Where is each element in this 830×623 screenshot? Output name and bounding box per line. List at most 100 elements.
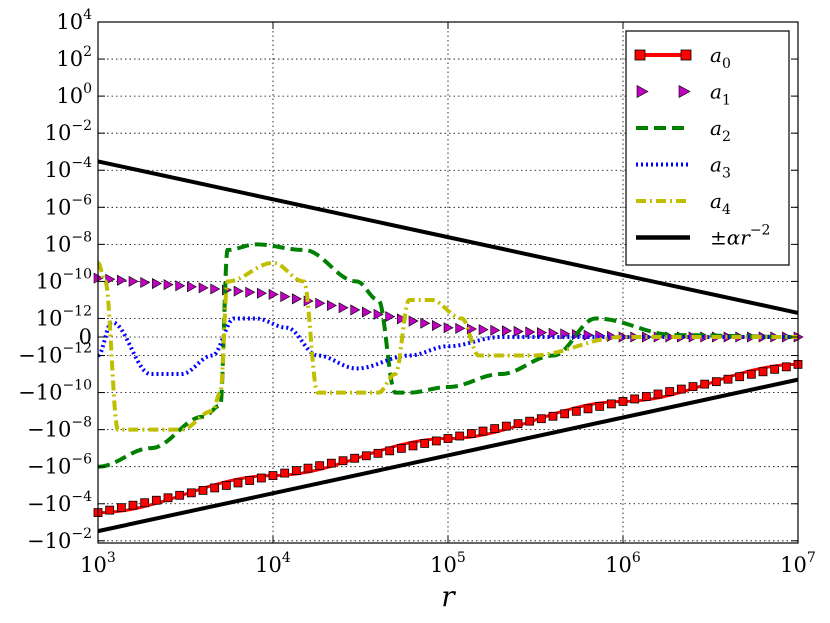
legend-a0-marker (634, 49, 646, 61)
series-a2-line (97, 242, 799, 469)
series-a0-marker (490, 424, 500, 434)
series-a0-marker (676, 384, 686, 394)
y-tick-label: 10−12 (36, 303, 92, 330)
series-a1-marker (257, 287, 267, 299)
series-a1-marker (537, 327, 547, 339)
series-a0-marker (630, 394, 640, 404)
series-a1-marker (245, 286, 256, 298)
y-tick-label: 10−4 (45, 155, 92, 182)
series-a1-marker (233, 285, 244, 297)
x-axis-label: r (441, 580, 456, 613)
series-a0-marker (571, 406, 581, 416)
series-a0-marker (303, 463, 313, 473)
legend-a1-label: a1 (710, 80, 731, 109)
series-a1-marker (420, 317, 431, 329)
series-a0-marker (408, 441, 418, 451)
y-tick-label: 10−8 (45, 229, 92, 256)
y-tick-label: 104 (56, 7, 92, 34)
y-tick-label: −10−6 (27, 452, 92, 479)
series-a0-marker (268, 471, 278, 480)
series-a0-marker (280, 468, 290, 478)
series-a1-marker (350, 304, 361, 316)
series-a1-marker (362, 306, 372, 318)
series-a0-marker (140, 498, 150, 508)
series-a1-marker (513, 325, 524, 337)
series-a0-marker (606, 399, 616, 409)
series-a1-marker (397, 313, 407, 325)
series-a0-marker (151, 495, 161, 505)
series-a0-marker (746, 369, 756, 379)
series-a0-marker (350, 453, 360, 463)
series-a0-marker (221, 481, 231, 490)
series-a0-marker (443, 434, 453, 443)
series-a0-marker (420, 439, 430, 448)
series-a0-marker (233, 478, 243, 488)
series-a1-marker (105, 273, 116, 285)
series-a0-marker (361, 451, 371, 461)
series-a1-marker (152, 278, 162, 290)
series-a0-marker (711, 377, 721, 387)
series-a1-marker (140, 276, 151, 288)
series-a0-marker (641, 392, 651, 401)
series-a0-marker (105, 505, 115, 515)
x-tick-label: 106 (605, 550, 641, 577)
series-a0-marker (175, 490, 185, 500)
series-a0-marker (466, 429, 476, 438)
y-tick-label: −10−2 (27, 526, 92, 553)
series-a0-marker (653, 389, 663, 399)
series-a0-marker (373, 448, 383, 458)
legend-box (625, 30, 790, 266)
series-a0-marker (455, 431, 465, 441)
series-a0-marker (291, 466, 301, 476)
series-a0-marker (513, 419, 523, 429)
series-a1-marker (315, 297, 326, 309)
legend-a1-marker (636, 84, 649, 99)
series-a0-marker (583, 404, 593, 414)
y-tick-label: 0 (79, 325, 92, 349)
series-a1-marker (443, 322, 454, 334)
legend-a4-label: a4 (710, 189, 731, 218)
series-a0-marker (700, 379, 710, 389)
series-alpha-lower-line (97, 377, 799, 534)
series-a0-marker (595, 401, 605, 411)
series-a0-marker (315, 461, 325, 471)
series-a0-marker (116, 503, 126, 513)
series-a4-line (97, 260, 798, 432)
series-a1-marker (117, 274, 127, 286)
series-a0-marker (431, 436, 441, 446)
series-a0-marker (735, 372, 745, 382)
y-tick-label: 10−10 (36, 266, 92, 293)
y-tick-label: −10−4 (27, 489, 92, 516)
series-a1-marker (455, 322, 466, 334)
series-a1-marker (128, 275, 139, 287)
series-a0-marker (186, 488, 196, 498)
legend-a2-label: a2 (710, 116, 731, 145)
series-a1-marker (385, 311, 396, 323)
series-a0-marker (210, 483, 220, 493)
series-a0-marker (396, 443, 406, 453)
series-a0-marker (723, 374, 733, 384)
series-a0-marker (501, 421, 511, 431)
series-a0-marker (326, 458, 336, 468)
legend-a3-label: a3 (710, 153, 731, 182)
series-a1-marker (478, 324, 489, 336)
series-a0-marker (198, 485, 208, 495)
series-a1-marker (327, 299, 337, 311)
series-a0-marker (560, 409, 570, 419)
series-alpha-upper-line (97, 159, 799, 315)
series-a1-marker (408, 315, 419, 327)
x-tick-label: 103 (80, 550, 116, 577)
series-a1-marker (490, 324, 501, 336)
series-a0-marker (128, 500, 138, 510)
series-a1-marker (338, 302, 349, 314)
series-a1-marker (210, 283, 221, 295)
series-a0-marker (525, 416, 535, 426)
y-tick-label: −10−8 (27, 415, 92, 442)
series-a0-marker (665, 387, 675, 396)
x-tick-label: 104 (255, 550, 291, 577)
legend-a0-label: a0 (710, 43, 731, 72)
series-a1-marker (268, 288, 279, 300)
y-tick-label: −10−10 (18, 378, 92, 405)
series-a0-marker (548, 411, 558, 421)
